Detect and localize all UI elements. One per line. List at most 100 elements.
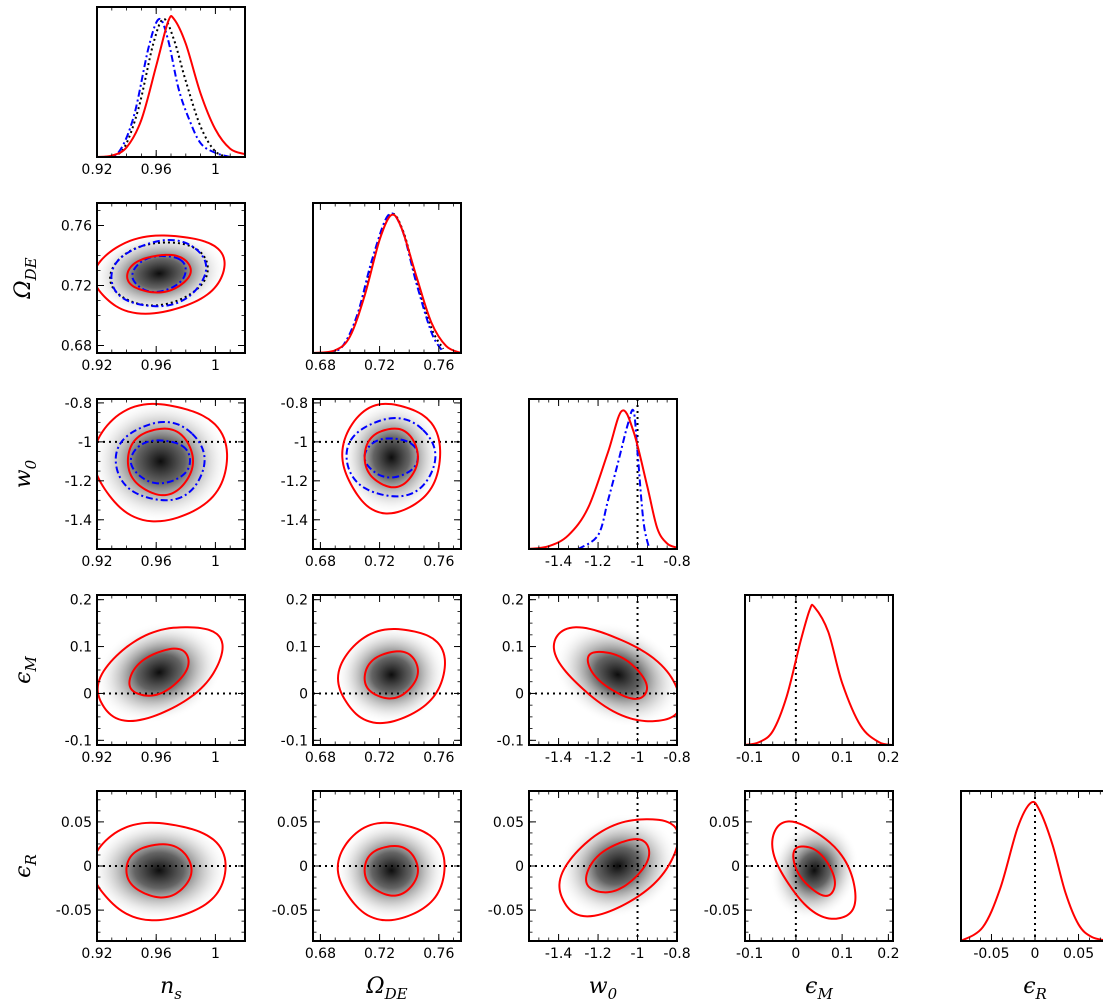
y-tick-label: -0.8 <box>281 396 308 412</box>
x-tick-label: 0.96 <box>141 162 172 178</box>
x-tick-label: 0.2 <box>877 750 899 766</box>
y-tick-label: 0 <box>83 686 92 702</box>
x-tick-label: 0 <box>1031 946 1040 962</box>
x-axis-label-em: ϵM <box>805 974 833 1003</box>
x-tick-label: -0.8 <box>663 750 690 766</box>
red-contour-68 <box>128 647 190 697</box>
x-tick-label: 0.92 <box>81 162 112 178</box>
panel-frame <box>312 202 462 354</box>
x-tick-label: 1 <box>211 946 220 962</box>
panel-frame <box>96 6 246 158</box>
x-tick-label: 0 <box>791 750 800 766</box>
panel-frame <box>744 594 894 746</box>
density-shading <box>335 819 448 922</box>
x-tick-label: -1.4 <box>545 750 572 766</box>
blue-marginal-curve <box>104 17 231 157</box>
black-marginal-curve <box>327 212 445 353</box>
x-tick-label: 1 <box>211 358 220 374</box>
y-tick-label: -0.1 <box>497 733 524 749</box>
x-tick-label: 0.92 <box>81 750 112 766</box>
red-marginal-curve <box>529 409 677 549</box>
joint-panel-em-er: -0.1 0 0.1 0.2 -0.05 0 0.05 <box>704 790 900 962</box>
x-tick-label: -1 <box>631 554 645 570</box>
joint-panel-ode-er: 0.68 0.72 0.76 -0.05 0 0.05 <box>272 790 462 962</box>
y-tick-label: -0.8 <box>65 396 92 412</box>
x-tick-label: 0.68 <box>305 554 336 570</box>
y-tick-label: 0.05 <box>493 815 524 831</box>
y-axis-label-em: ϵM <box>11 656 40 684</box>
joint-panel-w0-em: -1.4 -1.2 -1 -0.8 -0.1 0 0.1 0.2 <box>497 593 691 766</box>
x-tick-label: 0.72 <box>364 554 395 570</box>
joint-panel-ns-er: 0.92 0.96 1 -0.05 0 0.05 <box>56 790 246 962</box>
x-tick-label: -1 <box>631 750 645 766</box>
x-axis-label-er: ϵR <box>1023 974 1047 1003</box>
y-tick-label: -1.4 <box>65 513 92 529</box>
y-tick-label: -1.4 <box>281 513 308 529</box>
x-tick-label: 0.92 <box>81 554 112 570</box>
red-marginal-curve <box>745 603 893 745</box>
blue-contour-68 <box>129 439 192 485</box>
y-tick-label: 0 <box>299 686 308 702</box>
red-contour-95 <box>558 818 677 918</box>
x-tick-label: -1.4 <box>545 946 572 962</box>
x-tick-label: 0 <box>791 946 800 962</box>
x-tick-label: 0.92 <box>81 946 112 962</box>
panel-frame <box>528 398 678 550</box>
marginal-panel-er: -0.05 0 0.05 <box>960 790 1103 962</box>
y-tick-label: 0.05 <box>709 815 740 831</box>
x-tick-label: 0.96 <box>141 750 172 766</box>
x-tick-label: 1 <box>211 554 220 570</box>
y-tick-label: -0.05 <box>488 903 524 919</box>
joint-panel-ns-w0: 0.92 0.96 1 -1.4 -1.2 -1 -0.8 <box>65 396 246 570</box>
density-shading <box>769 820 860 921</box>
blue-contour-95 <box>114 420 206 502</box>
y-axis-label-w0: w0 <box>11 459 40 488</box>
marginal-panel-w0: -1.4 -1.2 -1 -0.8 <box>528 398 691 570</box>
y-tick-label: 0.68 <box>61 339 92 355</box>
x-tick-label: 0.1 <box>831 750 853 766</box>
red-contour-68 <box>792 845 836 897</box>
red-marginal-curve <box>961 800 1103 941</box>
y-tick-label: 0.1 <box>286 640 308 656</box>
x-tick-label: 0.72 <box>364 946 395 962</box>
black-contour-95 <box>109 241 209 307</box>
x-tick-label: 0.96 <box>141 554 172 570</box>
y-tick-label: 0 <box>515 686 524 702</box>
x-tick-label: -0.8 <box>663 554 690 570</box>
y-tick-label: 0 <box>299 859 308 875</box>
red-contour-68 <box>125 843 193 899</box>
y-tick-label: -0.1 <box>65 733 92 749</box>
x-tick-label: -1 <box>631 946 645 962</box>
density-shading <box>335 625 448 724</box>
red-contour-95 <box>771 820 857 920</box>
x-tick-label: -1.2 <box>584 554 611 570</box>
x-tick-label: -0.1 <box>736 750 763 766</box>
red-contour-95 <box>552 626 677 723</box>
joint-panel-ode-em: 0.68 0.72 0.76 -0.1 0 0.1 0.2 <box>281 593 462 766</box>
density-shading <box>554 622 677 728</box>
x-tick-label: 0.05 <box>1063 946 1094 962</box>
blue-contour-95 <box>110 238 208 308</box>
x-tick-label: 0.2 <box>877 946 899 962</box>
x-tick-label: 0.68 <box>305 358 336 374</box>
y-tick-label: -0.05 <box>56 903 92 919</box>
y-tick-label: 0.2 <box>502 593 524 609</box>
red-contour-95 <box>97 821 227 922</box>
joint-panel-w0-er: -1.4 -1.2 -1 -0.8 -0.05 0 0.05 <box>488 790 691 962</box>
x-tick-label: 0.76 <box>423 358 454 374</box>
red-marginal-curve <box>313 213 461 353</box>
red-contour-68 <box>363 650 419 700</box>
red-contour-95 <box>97 626 224 722</box>
red-contour-95 <box>97 402 229 523</box>
y-tick-label: 0.05 <box>61 815 92 831</box>
y-axis-label-er: ϵR <box>11 854 40 878</box>
marginal-panel-ns: 0.92 0.96 1 <box>81 6 246 178</box>
x-tick-label: 0.76 <box>423 946 454 962</box>
red-contour-68 <box>126 253 192 294</box>
y-tick-label: -0.05 <box>272 903 308 919</box>
y-tick-label: -0.1 <box>281 733 308 749</box>
y-tick-label: 0 <box>83 859 92 875</box>
x-tick-label: -1.4 <box>545 554 572 570</box>
x-tick-label: 0.92 <box>81 358 112 374</box>
x-tick-label: 1 <box>211 162 220 178</box>
